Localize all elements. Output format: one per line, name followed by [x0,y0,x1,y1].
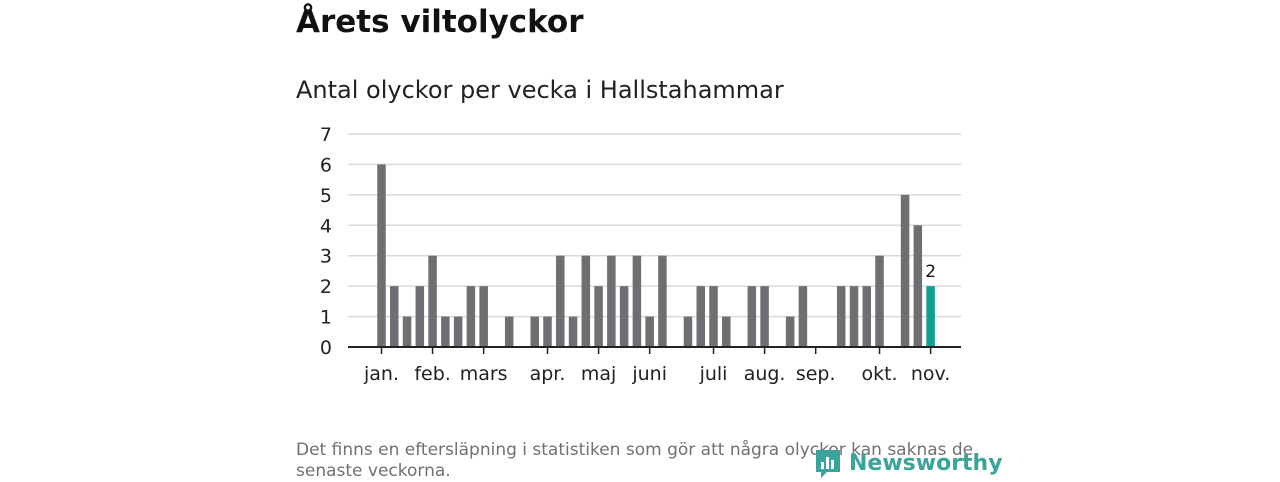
bar [619,286,629,347]
y-tick-label: 1 [320,307,332,329]
bar [875,255,884,347]
bar [479,286,488,347]
bar [722,316,731,347]
x-tick-label: nov. [911,363,950,385]
bar [428,255,437,347]
bar [466,286,476,347]
bar [453,316,463,347]
page-title: Årets viltolyckor [296,4,584,40]
x-tick-label: okt. [861,363,897,385]
bar [581,255,591,347]
bar [849,286,859,347]
bar [504,316,514,347]
chart-subtitle: Antal olyckor per vecka i Hallstahammar [296,76,784,104]
bar [390,286,399,347]
bar [798,286,808,347]
bar [402,316,412,347]
x-tick-label: apr. [530,363,566,385]
x-tick-label: jan. [363,363,399,385]
bar [760,286,769,347]
bar [683,316,693,347]
y-tick-label: 2 [320,276,332,298]
bar [568,316,578,347]
bar [632,255,642,347]
bar [415,286,425,347]
bar [441,316,450,347]
bar-data-label: 2 [925,262,936,282]
bar [530,316,539,347]
bar [377,164,386,347]
y-tick-label: 7 [320,124,332,146]
x-tick-label: feb. [414,363,450,385]
bar [747,286,757,347]
bar [862,286,872,347]
x-tick-label: maj [581,363,616,385]
logo-text: Newsworthy [849,450,1003,476]
footnote: Det finns en eftersläpning i statistiken… [296,440,974,481]
y-tick-label: 3 [320,246,332,268]
y-tick-label: 4 [320,215,332,237]
x-tick-label: sep. [796,363,836,385]
bar-highlight [926,286,935,347]
x-tick-label: juni [631,363,667,385]
x-tick-label: mars [460,363,508,385]
bar [594,286,603,347]
bar-chart: 0 1 2 3 4 5 6 7 2 jan. feb. mars apr. maj juni juli aug.… [320,124,961,385]
x-tick-label: aug. [744,363,786,385]
bar [836,286,846,347]
bar [785,316,795,347]
bar [645,316,654,347]
y-tick-label: 0 [320,337,332,359]
x-tick-label: juli [699,363,728,385]
bar [607,255,616,347]
bar [543,316,552,347]
bar [696,286,705,347]
bar [658,255,667,347]
newsworthy-logo-icon [816,450,840,478]
newsworthy-logo: Newsworthy [813,445,1003,481]
bar [913,225,923,347]
y-tick-label: 5 [320,185,332,207]
bar [556,255,565,347]
bar [709,286,718,347]
bar [900,194,910,347]
y-tick-label: 6 [320,154,332,176]
